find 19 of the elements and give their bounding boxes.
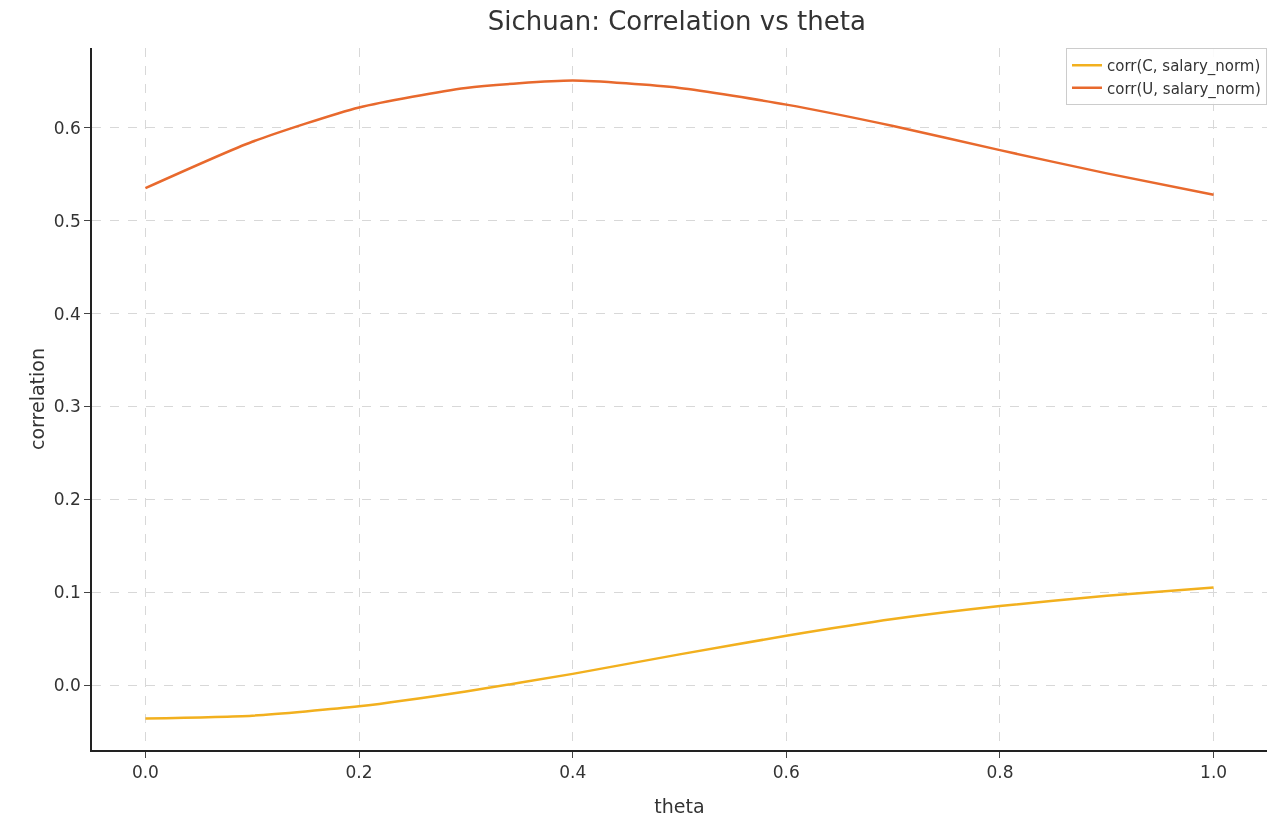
y-tick-label: 0.5 <box>53 210 81 231</box>
y-tick-label: 0.4 <box>53 303 81 324</box>
line-series <box>144 586 1215 720</box>
y-axis-title: correlation <box>25 348 48 450</box>
y-tick-label: 0.0 <box>53 674 81 695</box>
x-tick-label: 0.2 <box>345 762 373 783</box>
x-tick-label: 0.6 <box>772 762 800 783</box>
x-tick-label: 0.4 <box>559 762 587 783</box>
x-tick-label: 1.0 <box>1200 762 1228 783</box>
y-tick-label: 0.3 <box>53 396 81 417</box>
x-axis-title: theta <box>654 795 705 817</box>
chart-title: Sichuan: Correlation vs theta <box>487 6 866 37</box>
y-tick-label: 0.2 <box>53 489 81 510</box>
legend-label: corr(C, salary_norm) <box>1107 57 1261 77</box>
x-tick-label: 0.0 <box>131 762 159 783</box>
y-tick-label: 0.1 <box>53 582 81 603</box>
x-tick-label: 0.8 <box>986 762 1014 783</box>
y-tick-label: 0.6 <box>53 117 81 138</box>
legend-label: corr(U, salary_norm) <box>1107 79 1261 99</box>
